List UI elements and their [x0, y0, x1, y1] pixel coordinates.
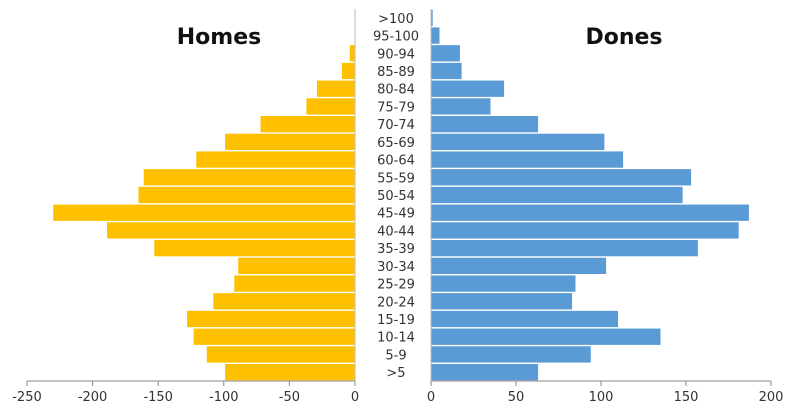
- category-label-60-64: 60-64: [377, 154, 415, 169]
- category-label-30-34: 30-34: [377, 260, 415, 275]
- category-label-20-24: 20-24: [377, 295, 415, 310]
- title-dones: Dones: [585, 25, 662, 50]
- title-homes: Homes: [177, 25, 261, 50]
- dones-bar-50-54: [431, 186, 683, 204]
- homes-bars: [53, 9, 356, 381]
- homes-bar-70-74: [260, 115, 355, 133]
- dones-bars: [430, 9, 749, 381]
- category-label-45-49: 45-49: [377, 207, 415, 222]
- dones-bar-20-24: [431, 293, 573, 310]
- category-label->100: >100: [378, 12, 414, 27]
- homes-bar-30-34: [238, 257, 355, 275]
- left-axis-tick-label: -150: [143, 390, 173, 405]
- category-label-75-79: 75-79: [377, 100, 415, 115]
- right-axis-tick-label: 100: [589, 390, 614, 405]
- category-label-25-29: 25-29: [377, 278, 415, 293]
- homes-bar-40-44: [107, 222, 355, 239]
- homes-bar-75-79: [306, 98, 355, 115]
- dones-bar-75-79: [431, 98, 491, 115]
- left-axis-tick-label: 0: [351, 390, 359, 405]
- homes-bar-35-39: [154, 239, 355, 257]
- category-label-70-74: 70-74: [377, 118, 415, 133]
- dones-bar-60-64: [431, 151, 624, 168]
- dones-bar-90-94: [431, 45, 460, 62]
- age-category-labels: >5 5-9 10-14 15-19 20-24 25-29 30-34 35-39 40-44…: [373, 12, 419, 381]
- category-label-10-14: 10-14: [377, 331, 415, 346]
- dones-bar-95-100: [431, 27, 440, 44]
- homes-bar-65-69: [225, 133, 355, 151]
- dones-bar-15-19: [431, 310, 618, 328]
- dones-bar->5: [431, 363, 539, 381]
- homes-bar-45-49: [53, 204, 356, 221]
- homes-bar-50-54: [138, 186, 355, 204]
- dones-bar-70-74: [431, 115, 539, 133]
- left-axis-tick-label: -250: [12, 390, 42, 405]
- dones-bar-45-49: [431, 204, 749, 221]
- dones-bar-25-29: [431, 275, 576, 292]
- homes-bar-15-19: [187, 310, 355, 328]
- dones-bar->100: [431, 9, 433, 27]
- homes-bar-85-89: [341, 62, 355, 80]
- left-axis-tick-label: -200: [78, 390, 108, 405]
- homes-bar->5: [225, 363, 355, 381]
- right-axis-tick-label: 200: [759, 390, 784, 405]
- category-label-40-44: 40-44: [377, 224, 415, 239]
- homes-bar-25-29: [234, 275, 355, 292]
- dones-bar-30-34: [431, 257, 607, 275]
- homes-bar-5-9: [206, 346, 355, 363]
- category-label-15-19: 15-19: [377, 313, 415, 328]
- left-axis-tick-label: -50: [279, 390, 300, 405]
- category-label-50-54: 50-54: [377, 189, 415, 204]
- homes-bar-60-64: [196, 151, 355, 168]
- right-axis-tick-label: 0: [427, 390, 435, 405]
- dones-x-axis: 0 50 100 150 200: [427, 380, 784, 405]
- dones-bar-55-59: [431, 169, 692, 186]
- category-label-55-59: 55-59: [377, 171, 415, 186]
- dones-bar-5-9: [431, 346, 591, 363]
- right-axis-tick-label: 50: [508, 390, 525, 405]
- homes-x-axis: -250 -200 -150 -100 -50 0: [12, 380, 359, 405]
- homes-bar-55-59: [143, 169, 355, 186]
- category-label-65-69: 65-69: [377, 136, 415, 151]
- dones-bar-65-69: [431, 133, 605, 151]
- dones-bar-80-84: [431, 80, 505, 97]
- category-label-85-89: 85-89: [377, 65, 415, 80]
- homes-bar-10-14: [193, 328, 355, 345]
- homes-bar-80-84: [316, 80, 355, 97]
- category-label-80-84: 80-84: [377, 83, 415, 98]
- category-label-95-100: 95-100: [373, 30, 419, 45]
- dones-bar-40-44: [431, 222, 739, 239]
- right-axis-tick-label: 150: [674, 390, 699, 405]
- category-label-35-39: 35-39: [377, 242, 415, 257]
- dones-bar-35-39: [431, 239, 698, 257]
- homes-bar-90-94: [349, 45, 355, 62]
- dones-bar-85-89: [431, 62, 462, 80]
- category-label->5: >5: [386, 366, 405, 381]
- homes-bar-20-24: [213, 293, 355, 310]
- category-label-90-94: 90-94: [377, 47, 415, 62]
- dones-bar-10-14: [431, 328, 661, 345]
- category-label-5-9: 5-9: [385, 348, 406, 363]
- left-axis-tick-label: -100: [209, 390, 239, 405]
